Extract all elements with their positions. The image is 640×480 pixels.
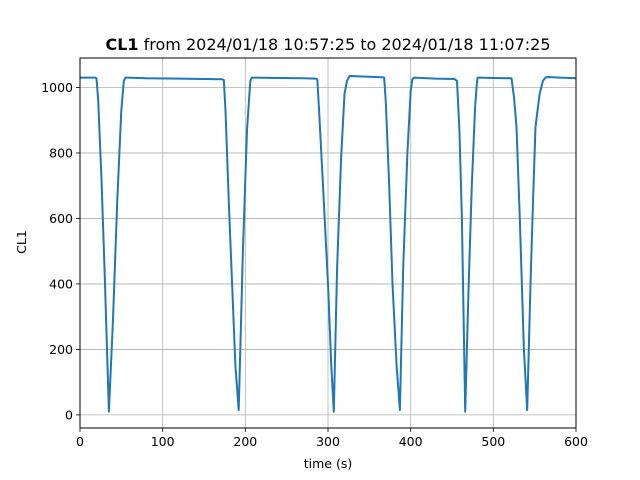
x-axis-ticks: 0 100 200 300 400 500 600	[76, 428, 588, 449]
x-tick-label: 600	[564, 434, 588, 449]
y-axis-ticks: 0 200 400 600 800 1000	[41, 80, 80, 422]
x-tick-label: 200	[233, 434, 257, 449]
x-tick-label: 300	[316, 434, 340, 449]
chart-title: CL1 from 2024/01/18 10:57:25 to 2024/01/…	[105, 35, 550, 54]
grid-lines	[79, 58, 577, 428]
y-tick-label: 1000	[41, 80, 73, 95]
y-tick-label: 600	[49, 211, 73, 226]
y-tick-label: 800	[49, 145, 73, 160]
x-axis-label: time (s)	[304, 456, 352, 471]
plot-series	[80, 75, 577, 413]
x-tick-label: 500	[481, 434, 505, 449]
y-tick-label: 0	[65, 407, 73, 422]
chart-title-bold: CL1	[105, 35, 138, 54]
x-tick-label: 100	[151, 434, 175, 449]
x-tick-label: 400	[399, 434, 423, 449]
chart-title-rest: from 2024/01/18 10:57:25 to 2024/01/18 1…	[139, 35, 551, 54]
y-tick-label: 200	[49, 342, 73, 357]
x-tick-label: 0	[76, 434, 84, 449]
series-line	[80, 75, 577, 413]
y-tick-label: 400	[49, 276, 73, 291]
y-axis-label: CL1	[14, 230, 29, 254]
